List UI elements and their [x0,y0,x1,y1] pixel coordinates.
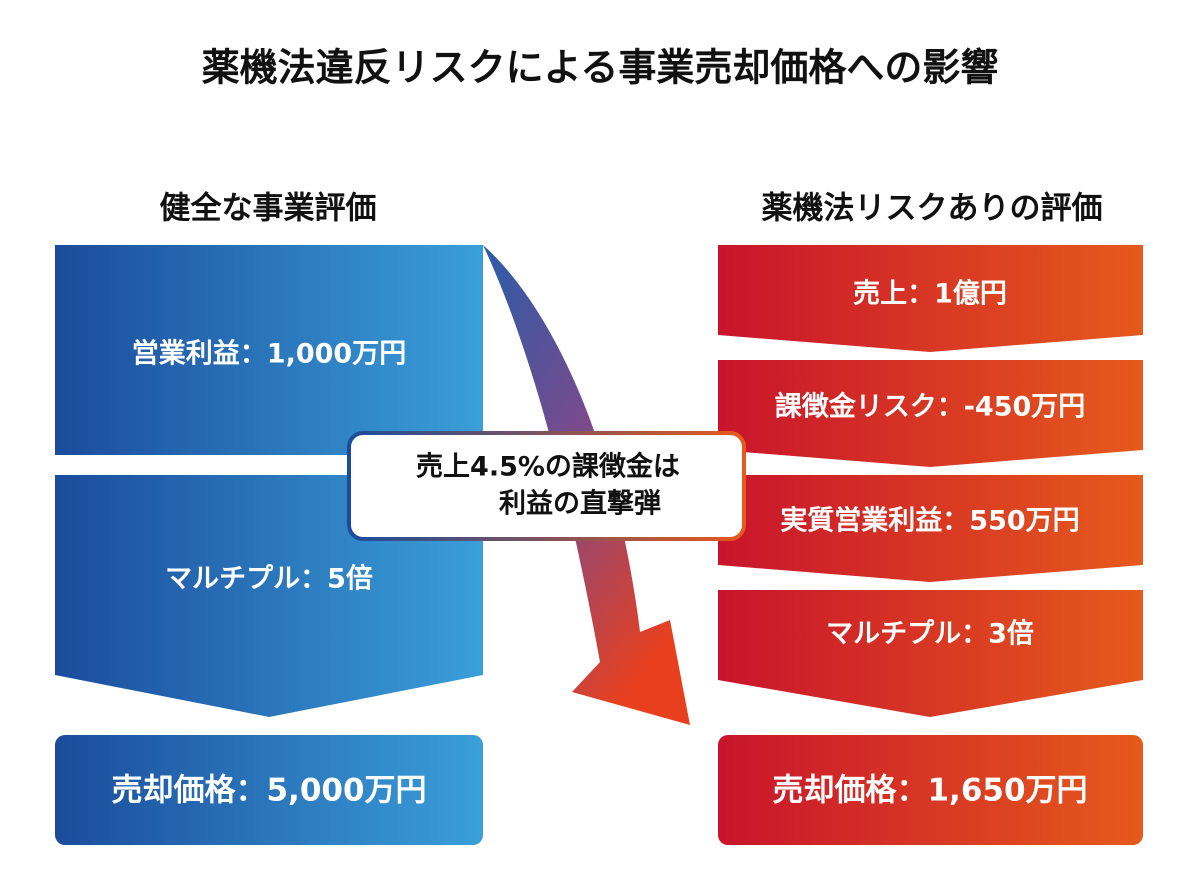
right-result-box [718,735,1143,845]
right-step: 課徴金リスク：-450万円 [775,391,1086,423]
right-step: 実質営業利益：550万円 [780,505,1079,537]
right-step: マルチプル：3倍 [826,618,1034,650]
title: 薬機法違反リスクによる事業売却価格への影響 [202,46,999,90]
left-result-box [55,735,483,845]
right-heading: 薬機法リスクありの評価 [762,191,1103,227]
right-result: 売却価格：1,650万円 [772,773,1087,809]
callout-text: 利益の直撃弾 [499,489,661,520]
callout-text: 売上4.5%の課徴金は [416,451,680,483]
right-chevron [718,360,1143,467]
right-chevron [718,475,1143,582]
left-result: 売却価格：5,000万円 [111,773,426,809]
right-step: 売上：1億円 [853,279,1007,310]
left-step: マルチプル：5倍 [165,563,373,595]
right-chevron [718,245,1143,352]
callout-box [347,431,746,541]
left-step: 営業利益：1,000万円 [132,338,406,370]
right-chevron [718,590,1143,717]
left-box [55,245,483,455]
left-heading: 健全な事業評価 [160,191,377,227]
